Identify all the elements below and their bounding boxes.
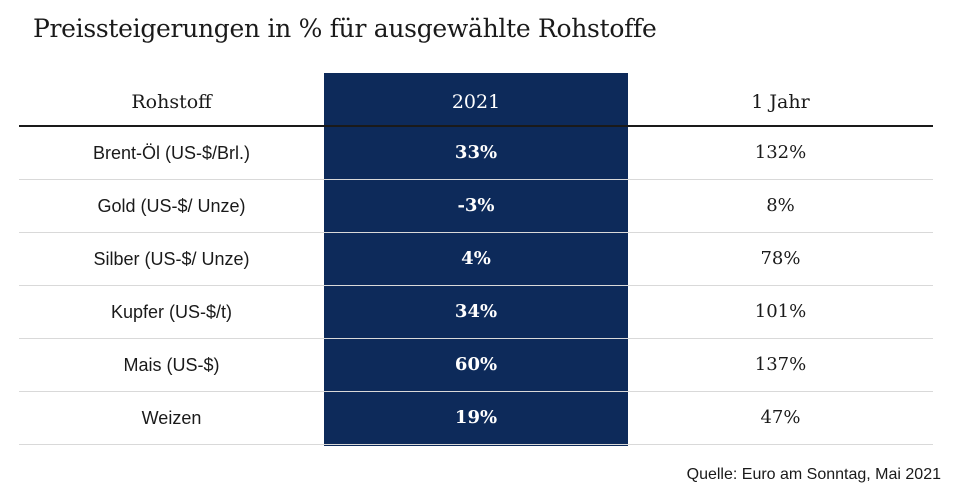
value-2021: -3% <box>457 195 495 216</box>
row-divider <box>19 179 933 180</box>
row-divider <box>19 391 933 392</box>
header-rule <box>19 125 933 127</box>
row-divider <box>19 338 933 339</box>
header-1-jahr: 1 Jahr <box>751 91 810 113</box>
value-1-jahr: 132% <box>754 142 807 163</box>
highlight-column-2021 <box>324 73 628 446</box>
value-2021: 33% <box>454 142 498 163</box>
row-label: Gold (US-$/ Unze) <box>97 196 246 216</box>
row-divider <box>19 285 933 286</box>
value-2021: 19% <box>454 407 498 428</box>
value-1-jahr: 101% <box>754 301 807 322</box>
value-1-jahr: 137% <box>754 354 807 375</box>
row-label: Weizen <box>141 408 202 428</box>
row-label: Kupfer (US-$/t) <box>110 302 233 322</box>
row-label: Brent-Öl (US-$/Brl.) <box>92 143 251 163</box>
value-1-jahr: 47% <box>760 407 801 428</box>
table-row: Kupfer (US-$/t) 34% 101% <box>19 286 933 339</box>
header-2021: 2021 <box>451 91 501 113</box>
row-label: Silber (US-$/ Unze) <box>93 249 250 269</box>
row-label: Mais (US-$) <box>123 355 220 375</box>
table-row: Weizen 19% 47% <box>19 392 933 445</box>
table-row: Brent-Öl (US-$/Brl.) 33% 132% <box>19 127 933 180</box>
value-1-jahr: 78% <box>760 248 801 269</box>
value-2021: 4% <box>461 248 491 269</box>
source-note: Quelle: Euro am Sonntag, Mai 2021 <box>686 466 941 483</box>
table-row: Mais (US-$) 60% 137% <box>19 339 933 392</box>
table-row: Silber (US-$/ Unze) 4% 78% <box>19 233 933 286</box>
value-2021: 34% <box>454 301 498 322</box>
row-divider <box>19 444 933 445</box>
header-rohstoff: Rohstoff <box>131 91 212 113</box>
chart-title: Preissteigerungen in % für ausgewählte R… <box>33 14 657 43</box>
value-2021: 60% <box>454 354 498 375</box>
row-divider <box>19 232 933 233</box>
table-row: Gold (US-$/ Unze) -3% 8% <box>19 180 933 233</box>
value-1-jahr: 8% <box>766 195 795 216</box>
